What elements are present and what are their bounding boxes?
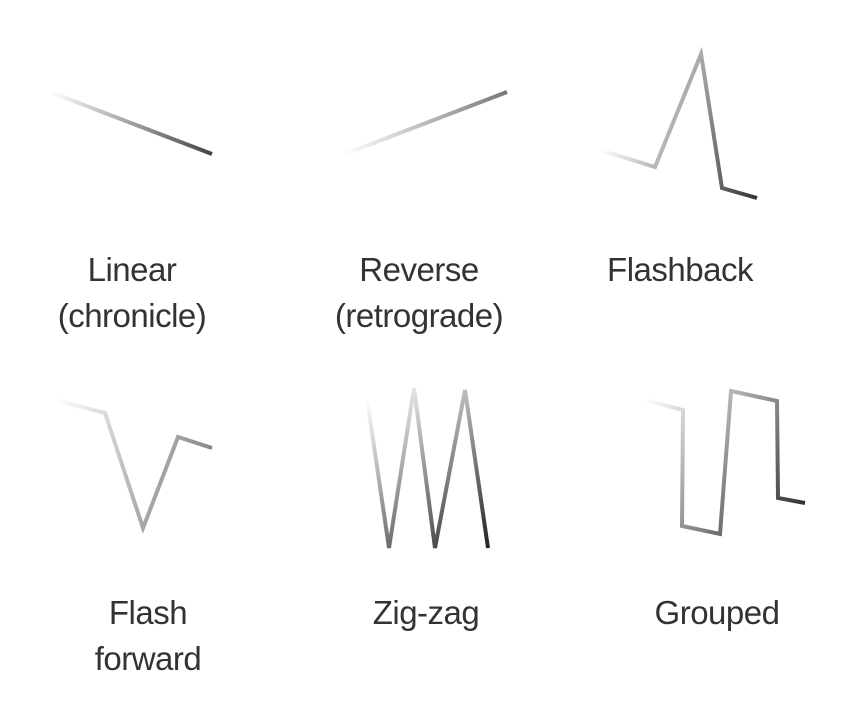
linear-path (49, 90, 213, 156)
flash-forward-label-line-2: forward (94, 640, 202, 677)
flash-forward-label-line-1: Flash (108, 594, 188, 631)
reverse-path (344, 90, 508, 156)
flashback-path (599, 46, 758, 200)
linear-label-line-1: Linear (87, 251, 177, 288)
grouped-label: Grouped (617, 590, 817, 636)
zig-zag-label: Zig-zag (326, 590, 526, 636)
linear-label: Linear (chronicle) (32, 247, 232, 339)
grouped-label-line-1: Grouped (654, 594, 780, 631)
flashback-label-line-1: Flashback (607, 251, 753, 288)
zig-zag-label-line-1: Zig-zag (372, 594, 480, 631)
flashback-label: Flashback (580, 247, 780, 293)
flash-forward-label: Flash forward (48, 590, 248, 682)
zig-zag-path (363, 384, 490, 549)
reverse-label: Reverse (retrograde) (309, 247, 529, 339)
grouped-path (644, 388, 806, 537)
flash-forward-path (54, 398, 213, 534)
linear-label-line-2: (chronicle) (57, 297, 207, 334)
reverse-label-line-1: Reverse (359, 251, 479, 288)
reverse-label-line-2: (retrograde) (334, 297, 504, 334)
